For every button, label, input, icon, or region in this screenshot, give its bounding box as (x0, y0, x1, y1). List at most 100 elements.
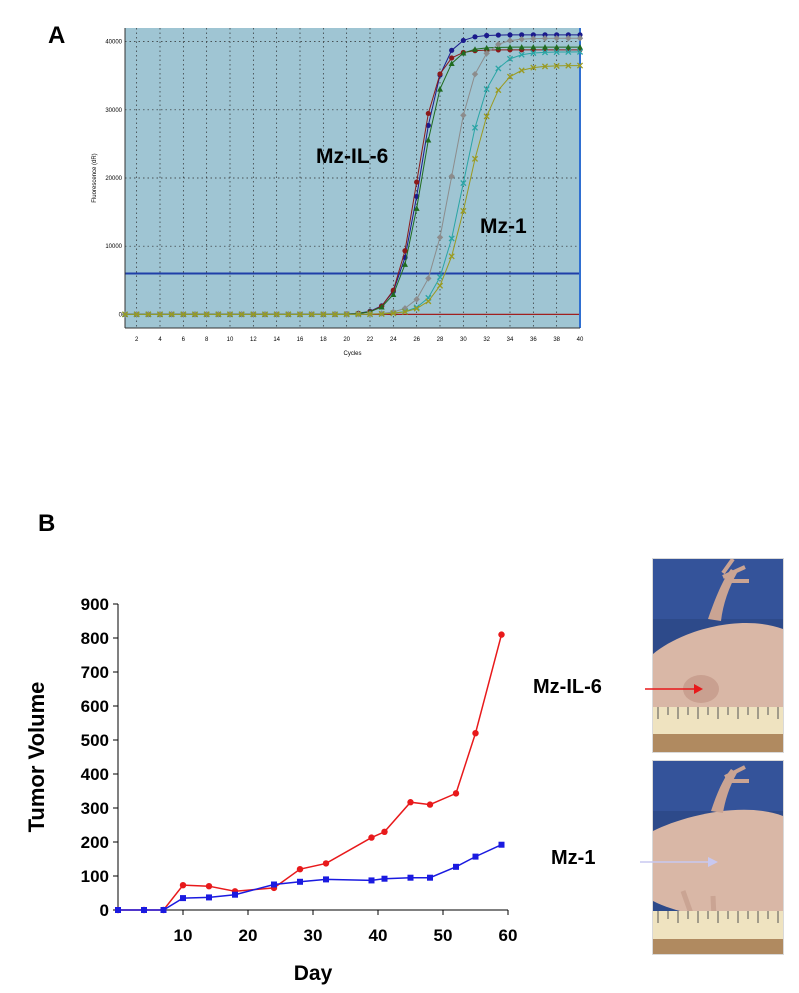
curve-point (530, 49, 537, 57)
curve-point (542, 32, 548, 38)
curve-point (343, 311, 350, 318)
data-point-mz-il-6 (407, 799, 414, 806)
data-point-mz-1 (427, 874, 433, 881)
curve-point (495, 87, 502, 94)
curve-point (471, 124, 479, 131)
tumor-volume-chart: 0 100 200 300 400 500 600 700 800 900 10 20 30 40 50 60… (24, 595, 518, 985)
curve-point (413, 296, 420, 303)
curve-point (285, 311, 292, 318)
mouse-photo-mz-il-6 (652, 558, 784, 753)
y-tick-label: 10000 (105, 244, 122, 250)
pcr-amplification-chart: 2 4 6 8 10 12 14 16 18 20 22 24 26 28 30 32 34 36 38 400100… (92, 28, 584, 357)
curve-point (553, 62, 560, 69)
curve-point (483, 86, 490, 93)
curve-point (471, 155, 479, 162)
curve-point (414, 193, 420, 200)
data-point-mz-1 (472, 853, 479, 860)
curve-point (436, 282, 444, 289)
curve-point (261, 311, 269, 318)
curve-point (448, 60, 455, 66)
panel-a-letter: A (48, 22, 66, 49)
data-point-mz-1 (206, 894, 212, 901)
curve-point (495, 41, 502, 48)
curve-point (401, 308, 409, 315)
x-tick-label: 30 (304, 926, 323, 945)
x-tick-label: 30 (460, 337, 467, 343)
curve-point (378, 304, 385, 310)
curve-point (518, 35, 525, 43)
curve-point (215, 311, 222, 318)
curve-point (238, 311, 245, 318)
x-tick-label: 6 (182, 337, 186, 343)
x-axis-label: Day (294, 962, 333, 985)
x-tick-label: 40 (369, 926, 388, 945)
curve-point (553, 48, 560, 56)
data-point-mz-1 (180, 895, 186, 902)
x-tick-label: 20 (239, 926, 258, 945)
curve-point (576, 35, 584, 42)
y-tick-label: 700 (81, 663, 109, 682)
x-tick-label: 40 (577, 337, 584, 343)
x-tick-label: 2 (135, 337, 139, 343)
annotation-mz-1: Mz-1 (480, 215, 527, 238)
y-axis-label: Fluorescence (dR) (92, 153, 98, 202)
x-tick-label: 50 (434, 926, 453, 945)
curve-point (448, 235, 455, 242)
data-point-mz-1 (453, 863, 459, 870)
curve-point (565, 44, 572, 50)
x-axis-label: Cycles (343, 351, 361, 357)
curve-point (413, 205, 420, 211)
curve-point (495, 65, 502, 72)
curve-point (518, 67, 525, 74)
curve-point (121, 311, 129, 318)
data-point-mz-1 (115, 907, 121, 913)
curve-point (448, 173, 455, 180)
curve-point (203, 311, 210, 318)
curve-point (156, 311, 164, 318)
x-tick-label: 38 (553, 337, 560, 343)
data-point-mz-il-6 (179, 881, 187, 889)
curve-point (553, 35, 560, 42)
y-tick-label: 500 (81, 731, 109, 750)
curve-point (460, 207, 467, 214)
curve-point (554, 32, 560, 38)
curve-point (145, 311, 152, 318)
curve-point (541, 35, 549, 42)
curve-point (541, 63, 549, 70)
x-tick-label: 60 (499, 926, 518, 945)
curve-point (565, 48, 572, 56)
data-point-mz-1 (232, 891, 238, 898)
mouse-photo-illustration (653, 761, 783, 954)
curve-point (530, 35, 537, 42)
curve-point (425, 110, 431, 117)
x-tick-label: 8 (205, 337, 209, 343)
curve-point (495, 32, 501, 38)
curve-point (507, 44, 513, 50)
y-tick-label: 100 (81, 867, 109, 886)
y-axis-label: Tumor Volume (24, 682, 49, 833)
curve-point (180, 311, 187, 318)
series-line-mz-il-6 (118, 634, 503, 911)
x-tick-label: 36 (530, 337, 537, 343)
curve-point (425, 275, 432, 282)
x-tick-label: 32 (483, 337, 490, 343)
curve-point (296, 311, 304, 318)
curve-point (519, 32, 525, 38)
curve-point (483, 50, 490, 57)
curve-point (226, 311, 234, 318)
annotation-mz-il-6: Mz-IL-6 (316, 145, 388, 168)
y-tick-label: 200 (81, 833, 109, 852)
curve-point (413, 305, 420, 312)
y-tick-label: 30000 (105, 108, 122, 114)
curve-point (576, 62, 584, 69)
curve-point (530, 44, 537, 50)
curve-point (133, 311, 140, 318)
curve-point (402, 261, 408, 267)
series-line-mz-1 (118, 844, 502, 911)
y-tick-label: 20000 (105, 176, 122, 182)
curve-point (460, 112, 467, 119)
mouse-label-mz-il-6: Mz-IL-6 (533, 676, 602, 698)
curve-point (507, 32, 513, 38)
mouse-photo-mz-1 (652, 760, 784, 955)
data-point-mz-il-6 (452, 790, 460, 797)
